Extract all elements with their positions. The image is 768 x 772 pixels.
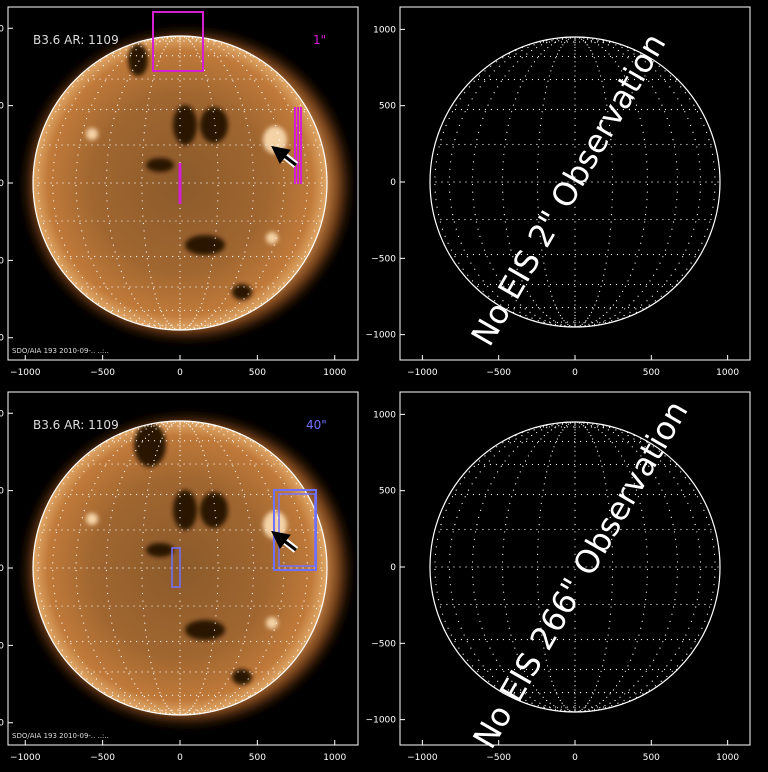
limb-circle xyxy=(32,35,328,331)
axes: −1000 −500 0 500 1000 1000 500 0 −500 −1000 −1000 −… xyxy=(0,24,739,763)
y-tick-label: 0 xyxy=(390,178,396,188)
panel-footer: SDO/AIA 193 2010-09-.. ..:.. xyxy=(12,347,109,355)
y-tick-label: −500 xyxy=(0,256,4,266)
x-tick-label: 1000 xyxy=(323,753,346,763)
y-tick-label: 500 xyxy=(379,487,396,497)
x-tick-label: 500 xyxy=(643,753,660,763)
y-tick-label: 1000 xyxy=(0,24,4,34)
x-tick-label: 1000 xyxy=(716,368,739,378)
y-tick-label: 500 xyxy=(0,102,4,112)
panel-top-left: B3.6 AR: 1109 1" SDO/AIA 193 2010-09-.. … xyxy=(7,6,359,361)
limb-circle xyxy=(429,36,721,328)
x-tick-label: 500 xyxy=(249,753,266,763)
y-tick-label: −500 xyxy=(371,254,396,264)
x-tick-label: −500 xyxy=(90,753,115,763)
y-tick-label: −1000 xyxy=(366,331,397,341)
x-tick-label: 0 xyxy=(177,368,183,378)
eis-raster-box xyxy=(152,11,204,72)
y-tick-label: −500 xyxy=(371,639,396,649)
x-tick-label: −500 xyxy=(486,753,511,763)
x-tick-label: 500 xyxy=(643,368,660,378)
x-tick-label: 0 xyxy=(572,753,578,763)
x-tick-label: −1000 xyxy=(10,753,41,763)
x-tick-label: 0 xyxy=(177,753,183,763)
panel-footer: SDO/AIA 193 2010-09-.. ..:.. xyxy=(12,732,109,740)
limb-circle xyxy=(32,420,328,716)
x-tick-label: −1000 xyxy=(10,368,41,378)
y-tick-label: −1000 xyxy=(366,716,397,726)
panel-bottom-left: B3.6 AR: 1109 40" SDO/AIA 193 2010-09-..… xyxy=(7,391,359,746)
eis-raster-box xyxy=(273,489,317,571)
y-tick-label: 0 xyxy=(390,563,396,573)
eis-raster-box-inner xyxy=(278,493,316,567)
x-tick-label: 1000 xyxy=(716,753,739,763)
panel-bottom-right: No EIS 266" Observation xyxy=(399,391,751,755)
panel-label-left: B3.6 AR: 1109 xyxy=(33,33,119,47)
x-tick-label: 1000 xyxy=(323,368,346,378)
y-tick-label: −1000 xyxy=(0,719,4,729)
y-tick-label: −500 xyxy=(0,641,4,651)
y-tick-label: −1000 xyxy=(0,334,4,344)
x-tick-label: −500 xyxy=(486,368,511,378)
y-tick-label: 1000 xyxy=(373,25,396,35)
panel-top-right: No EIS 2" Observation xyxy=(399,6,751,361)
y-tick-label: 0 xyxy=(0,564,4,574)
arrow-icon xyxy=(271,530,299,553)
x-tick-label: −1000 xyxy=(407,368,438,378)
y-tick-label: 0 xyxy=(0,179,4,189)
panel-label-right: 1" xyxy=(313,33,326,47)
x-tick-label: 0 xyxy=(572,368,578,378)
heliographic-grid xyxy=(429,36,719,328)
y-tick-label: 500 xyxy=(379,102,396,112)
panel-label-left: B3.6 AR: 1109 xyxy=(33,418,119,432)
eis-slit-group xyxy=(294,107,302,184)
y-tick-label: 1000 xyxy=(0,409,4,419)
eis-slit-box xyxy=(171,547,181,588)
limb-circle xyxy=(429,421,721,713)
y-tick-label: 1000 xyxy=(373,410,396,420)
y-tick-label: 500 xyxy=(0,487,4,497)
panel-label-right: 40" xyxy=(306,418,327,432)
arrow-icon xyxy=(271,145,299,168)
x-tick-label: 500 xyxy=(249,368,266,378)
x-tick-label: −500 xyxy=(90,368,115,378)
x-tick-label: −1000 xyxy=(407,753,438,763)
